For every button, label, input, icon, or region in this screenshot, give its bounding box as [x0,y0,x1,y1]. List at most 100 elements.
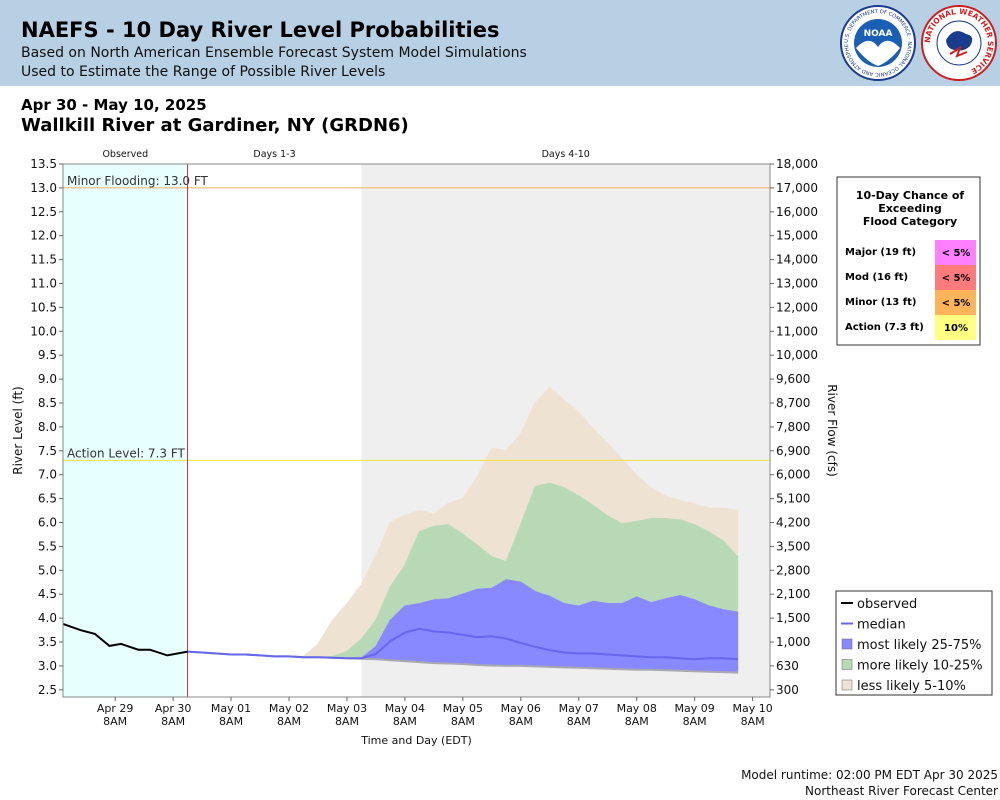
chance-table-title: 10-Day Chance of [856,189,965,202]
threshold-label: Action Level: 7.3 FT [67,446,186,460]
y2-tick-label: 10,000 [776,348,818,362]
threshold-label: Minor Flooding: 13.0 FT [67,174,209,188]
section-label: Days 1-3 [253,149,295,160]
y2-tick-label: 5,100 [776,492,810,506]
chance-row-swatch [935,315,976,340]
y-tick-label: 11.0 [30,277,57,291]
chance-row-swatch [935,290,976,315]
y-tick-label: 12.5 [30,205,57,219]
y-tick-label: 6.0 [38,516,57,530]
x-tick-label: May 01 [211,702,251,715]
y2-axis-title: River Flow (cfs) [825,384,839,477]
x-axis-title: Time and Day (EDT) [360,734,472,747]
legend-swatch [841,659,853,670]
chance-row-label: Action (7.3 ft) [845,322,924,333]
legend-swatch [841,679,853,691]
y-tick-label: 7.0 [38,468,57,482]
chance-row-value: < 5% [942,298,971,309]
y2-tick-label: 7,800 [776,420,810,434]
y-tick-label: 4.0 [38,611,57,625]
x-tick-label: May 06 [501,702,541,715]
y2-tick-label: 17,000 [776,181,818,195]
y2-tick-label: 18,000 [776,157,818,171]
chance-table-title-2: Exceeding [878,202,941,215]
section-2-background [187,164,362,697]
y2-tick-label: 16,000 [776,205,818,219]
x-tick-label: May 07 [559,702,599,715]
x-tick-sublabel: 8AM [277,715,301,728]
y-tick-label: 13.0 [30,181,57,195]
y2-tick-label: 6,000 [776,468,810,482]
y-tick-label: 6.5 [38,492,57,506]
x-tick-sublabel: 8AM [625,715,649,728]
x-tick-sublabel: 8AM [451,715,475,728]
section-label: Days 4-10 [542,149,590,160]
observed-line [62,622,188,657]
y-axis-title: River Level (ft) [11,386,25,474]
y2-tick-label: 1,000 [776,635,810,649]
chance-row-value: 10% [944,323,968,334]
date-range: Apr 30 - May 10, 2025 [21,96,207,114]
x-tick-label: Apr 29 [97,702,134,715]
x-tick-sublabel: 8AM [103,715,127,728]
chance-table-title-3: Flood Category [863,215,957,228]
plot-frame [62,163,771,698]
x-tick-sublabel: 8AM [335,715,359,728]
y-tick-label: 3.0 [38,659,57,673]
x-tick-sublabel: 8AM [509,715,533,728]
x-tick-label: May 02 [269,702,309,715]
model-runtime: Model runtime: 02:00 PM EDT Apr 30 2025 [741,768,998,782]
legend-label: less likely 5-10% [857,679,966,694]
y-tick-label: 4.5 [38,587,57,601]
noaa-logo: U.S. DEPARTMENT OF COMMERCE · NATIONAL O… [839,4,916,81]
legend-swatch [841,638,853,650]
median-line [187,627,739,661]
page-header: NAEFS - 10 Day River Level Probabilities… [0,0,1000,86]
y-tick-label: 9.5 [38,348,57,362]
chance-row-swatch [935,240,976,265]
x-tick-sublabel: 8AM [161,715,185,728]
y2-tick-label: 14,000 [776,253,818,267]
x-tick-label: Apr 30 [155,702,192,715]
x-tick-sublabel: 8AM [683,715,707,728]
chance-row-value: < 5% [942,273,971,284]
y2-tick-label: 300 [776,683,799,697]
y-tick-label: 2.5 [38,683,57,697]
legend-label: more likely 10-25% [857,659,983,674]
section-label: Observed [102,149,148,160]
y-tick-label: 7.5 [38,444,57,458]
y2-tick-label: 11,000 [776,324,818,338]
station-name: Wallkill River at Gardiner, NY (GRDN6) [21,115,409,136]
x-tick-sublabel: 8AM [219,715,243,728]
y-tick-label: 10.0 [30,324,57,338]
x-tick-sublabel: 8AM [567,715,591,728]
y-tick-label: 3.5 [38,635,57,649]
nws-logo: NATIONAL WEATHER SERVICE [921,5,997,81]
page-subtitle-2: Used to Estimate the Range of Possible R… [21,64,386,80]
y2-tick-label: 15,000 [776,229,818,243]
legend-label: median [857,618,906,633]
page-title: NAEFS - 10 Day River Level Probabilities [21,18,500,42]
chart-legend: observed median most likely 25-75% more lik… [835,590,993,696]
legend-label: most likely 25-75% [857,638,981,653]
x-tick-label: May 04 [385,702,425,715]
y-tick-label: 8.0 [38,420,57,434]
y2-tick-label: 12,000 [776,300,818,314]
x-tick-sublabel: 8AM [741,715,765,728]
chance-row-label: Major (19 ft) [845,247,916,258]
y-tick-label: 12.0 [30,229,57,243]
y2-tick-label: 13,000 [776,277,818,291]
legend-box [835,590,993,696]
x-tick-label: May 09 [675,702,715,715]
section-1-background [63,164,188,697]
noaa-logo-text: NOAA [864,29,893,39]
x-tick-sublabel: 8AM [393,715,417,728]
y2-tick-label: 6,900 [776,444,810,458]
y-tick-label: 11.5 [30,253,57,267]
x-tick-label: May 05 [443,702,483,715]
y2-tick-label: 2,800 [776,563,810,577]
x-tick-label: May 10 [732,702,772,715]
y-tick-label: 8.5 [38,396,57,410]
